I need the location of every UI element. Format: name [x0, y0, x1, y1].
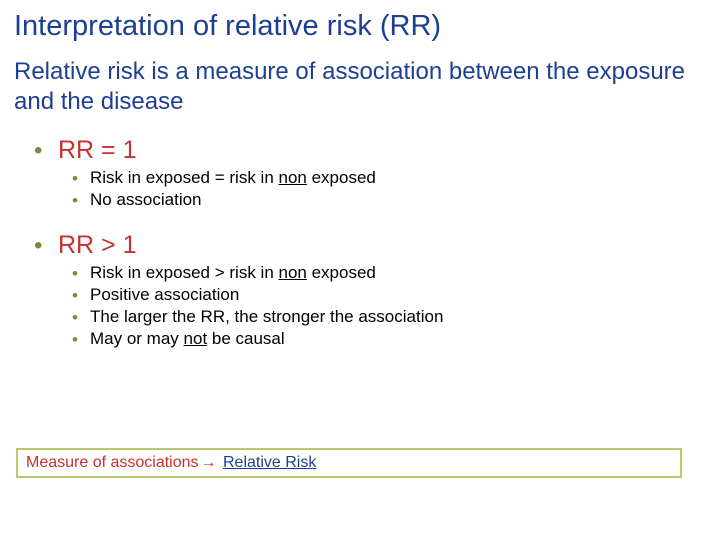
sub-bullet: Positive association	[90, 284, 706, 306]
slide-subtitle: Relative risk is a measure of associatio…	[14, 57, 706, 117]
text-post: be causal	[207, 329, 285, 348]
breadcrumb-left: Measure of associations	[26, 454, 199, 471]
arrow-right-icon: →	[199, 454, 219, 471]
section-rr-equals-1: RR = 1 Risk in exposed = risk in non exp…	[58, 135, 706, 211]
breadcrumb-box: Measure of associations→ Relative Risk	[16, 448, 682, 478]
section-heading: RR = 1	[58, 135, 706, 165]
text-pre: Risk in exposed > risk in	[90, 263, 279, 282]
breadcrumb-right: Relative Risk	[223, 454, 316, 471]
sub-bullet-list: Risk in exposed > risk in non exposed Po…	[58, 262, 706, 350]
text-post: exposed	[307, 263, 376, 282]
text-pre: May or may	[90, 329, 184, 348]
section-heading: RR > 1	[58, 230, 706, 260]
bullet-list: RR = 1 Risk in exposed = risk in non exp…	[14, 135, 706, 350]
text-post: exposed	[307, 168, 376, 187]
sub-bullet: Risk in exposed > risk in non exposed	[90, 262, 706, 284]
text-pre: Positive association	[90, 285, 239, 304]
slide-title: Interpretation of relative risk (RR)	[14, 10, 706, 43]
sub-bullet-list: Risk in exposed = risk in non exposed No…	[58, 167, 706, 211]
text-underline: non	[279, 168, 307, 187]
text-underline: non	[279, 263, 307, 282]
section-rr-greater-1: RR > 1 Risk in exposed > risk in non exp…	[58, 230, 706, 350]
sub-bullet: May or may not be causal	[90, 328, 706, 350]
text-pre: No association	[90, 190, 202, 209]
sub-bullet: No association	[90, 189, 706, 211]
text-underline: not	[184, 329, 208, 348]
slide: Interpretation of relative risk (RR) Rel…	[0, 0, 720, 540]
text-pre: The larger the RR, the stronger the asso…	[90, 307, 443, 326]
sub-bullet: The larger the RR, the stronger the asso…	[90, 306, 706, 328]
sub-bullet: Risk in exposed = risk in non exposed	[90, 167, 706, 189]
text-pre: Risk in exposed = risk in	[90, 168, 279, 187]
